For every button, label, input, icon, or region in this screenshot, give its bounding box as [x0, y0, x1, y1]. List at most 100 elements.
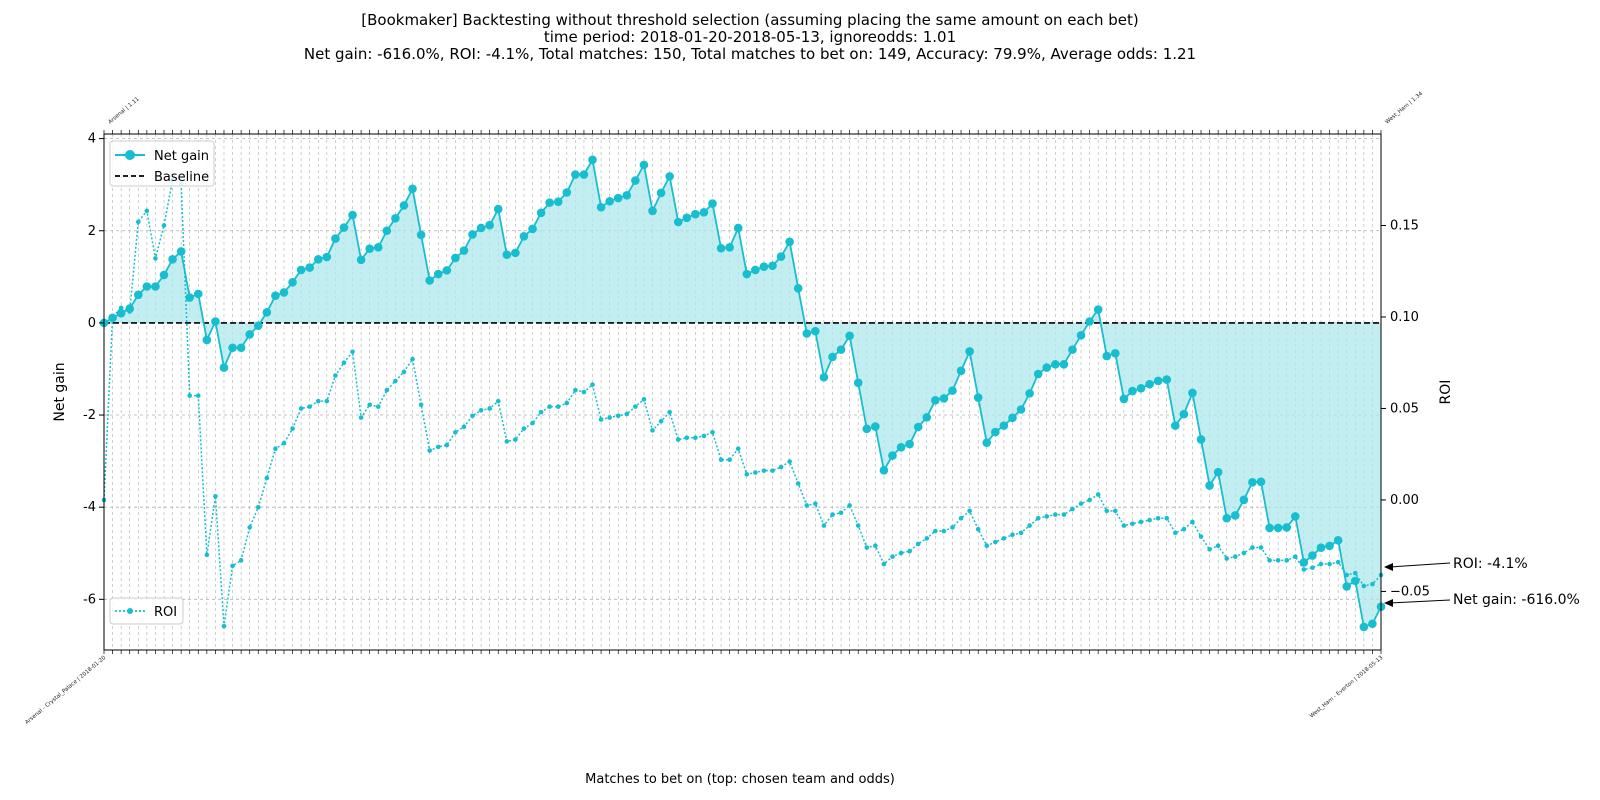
roi-point [838, 510, 844, 516]
roi-point [255, 504, 261, 510]
roi-point [247, 525, 252, 530]
roi-point [881, 561, 887, 567]
chart-title-line-1: [Bookmaker] Backtesting without threshol… [361, 11, 1139, 29]
net-gain-point [896, 442, 906, 452]
net-gain-point [305, 263, 314, 272]
roi-point [478, 407, 484, 413]
roi-point [315, 398, 321, 404]
roi-point [898, 550, 904, 556]
net-gain-point [1239, 495, 1249, 505]
net-gain-point [1128, 386, 1137, 396]
net-gain-point [451, 253, 460, 263]
roi-point [855, 523, 861, 528]
roi-point [1130, 521, 1135, 527]
net-gain-point [356, 255, 366, 265]
net-gain-point [956, 366, 966, 376]
net-gain-point [271, 291, 280, 301]
net-gain-point [879, 466, 889, 475]
roi-point [1198, 534, 1204, 539]
net-gain-point [656, 188, 666, 198]
net-gain-point [931, 395, 940, 405]
net-gain-point [1171, 421, 1180, 430]
net-gain-point [1042, 363, 1052, 372]
roi-point [204, 552, 210, 558]
roi-point [641, 397, 647, 402]
net-gain-point [365, 244, 374, 254]
y-axis-label-left: Net gain [52, 362, 68, 421]
net-gain-point [1282, 523, 1292, 532]
net-gain-point [665, 172, 674, 181]
roi-point [444, 442, 450, 448]
net-gain-point [1008, 413, 1017, 423]
net-gain-point [1213, 467, 1223, 477]
roi-point [1284, 558, 1290, 563]
net-gain-point [691, 209, 700, 219]
roi-point [1292, 554, 1298, 559]
roi-annotation: ROI: -4.1% [1384, 556, 1528, 572]
roi-point [1018, 530, 1024, 536]
roi-point [915, 541, 921, 547]
roi-point [804, 503, 810, 508]
roi-point [778, 464, 784, 470]
x-tick-labels-bottom: Arsenal - Crystal_Palace | 2018-01-20 Wes… [24, 655, 1384, 726]
net-gain-point [553, 197, 563, 207]
roi-point [427, 448, 432, 453]
net-gain-point [279, 288, 289, 297]
roi-point [650, 428, 655, 433]
net-gain-point [159, 270, 169, 280]
roi-point [718, 457, 724, 463]
roi-point [1215, 543, 1221, 549]
net-gain-point [768, 261, 777, 271]
net-gain-point [785, 237, 794, 247]
roi-point [213, 493, 218, 499]
roi-point [735, 446, 741, 452]
net-gain-point [1222, 513, 1232, 523]
roi-point [521, 426, 527, 431]
net-gain-point [999, 421, 1009, 430]
net-gain-point [1102, 351, 1112, 361]
net-gain-point [168, 255, 177, 264]
net-gain-point [1119, 394, 1129, 404]
net-gain-point [1153, 376, 1163, 386]
net-gain-point [1308, 551, 1317, 560]
net-gain-point [1076, 331, 1086, 340]
roi-point [1078, 501, 1084, 506]
roi-point [547, 404, 552, 409]
roi-point [135, 219, 141, 225]
roi-point [1301, 567, 1307, 572]
roi-point [221, 623, 227, 629]
legend-roi: ROI [154, 605, 177, 620]
roi-point [984, 543, 990, 549]
y-tick-label-left: 2 [88, 224, 96, 239]
roi-point [1044, 514, 1050, 519]
roi-point [1053, 512, 1058, 517]
net-gain-point [1196, 435, 1206, 444]
roi-point [667, 409, 672, 415]
roi-point [487, 406, 492, 411]
net-gain-point [408, 184, 417, 194]
roi-point [761, 468, 767, 473]
roi-point [813, 501, 818, 506]
net-gain-point [1299, 558, 1309, 567]
net-gain-point [1016, 405, 1026, 414]
y-tick-label-right: 0.05 [1390, 401, 1419, 416]
roi-point [1190, 519, 1195, 525]
roi-point [1087, 497, 1092, 503]
net-gain-point [331, 234, 340, 243]
roi-point [307, 404, 312, 409]
net-gain-point [202, 335, 212, 345]
net-gain-point [1093, 305, 1103, 314]
roi-point [607, 415, 612, 420]
net-gain-point [811, 326, 820, 336]
roi-point [1258, 545, 1264, 550]
y-tick-label-right: 0.00 [1390, 493, 1419, 508]
net-gain-point [759, 262, 769, 271]
y-axis-label-right: ROI [1438, 380, 1454, 405]
roi-point [470, 413, 475, 419]
net-gain-point [682, 213, 692, 223]
roi-point [1207, 547, 1212, 552]
net-gain-point [536, 208, 546, 218]
net-gain-point [125, 304, 135, 313]
net-gain-point [322, 252, 332, 262]
x-tick-labels-top: Arsenal | 1.11 West_Ham | 1.34 [107, 91, 1424, 126]
